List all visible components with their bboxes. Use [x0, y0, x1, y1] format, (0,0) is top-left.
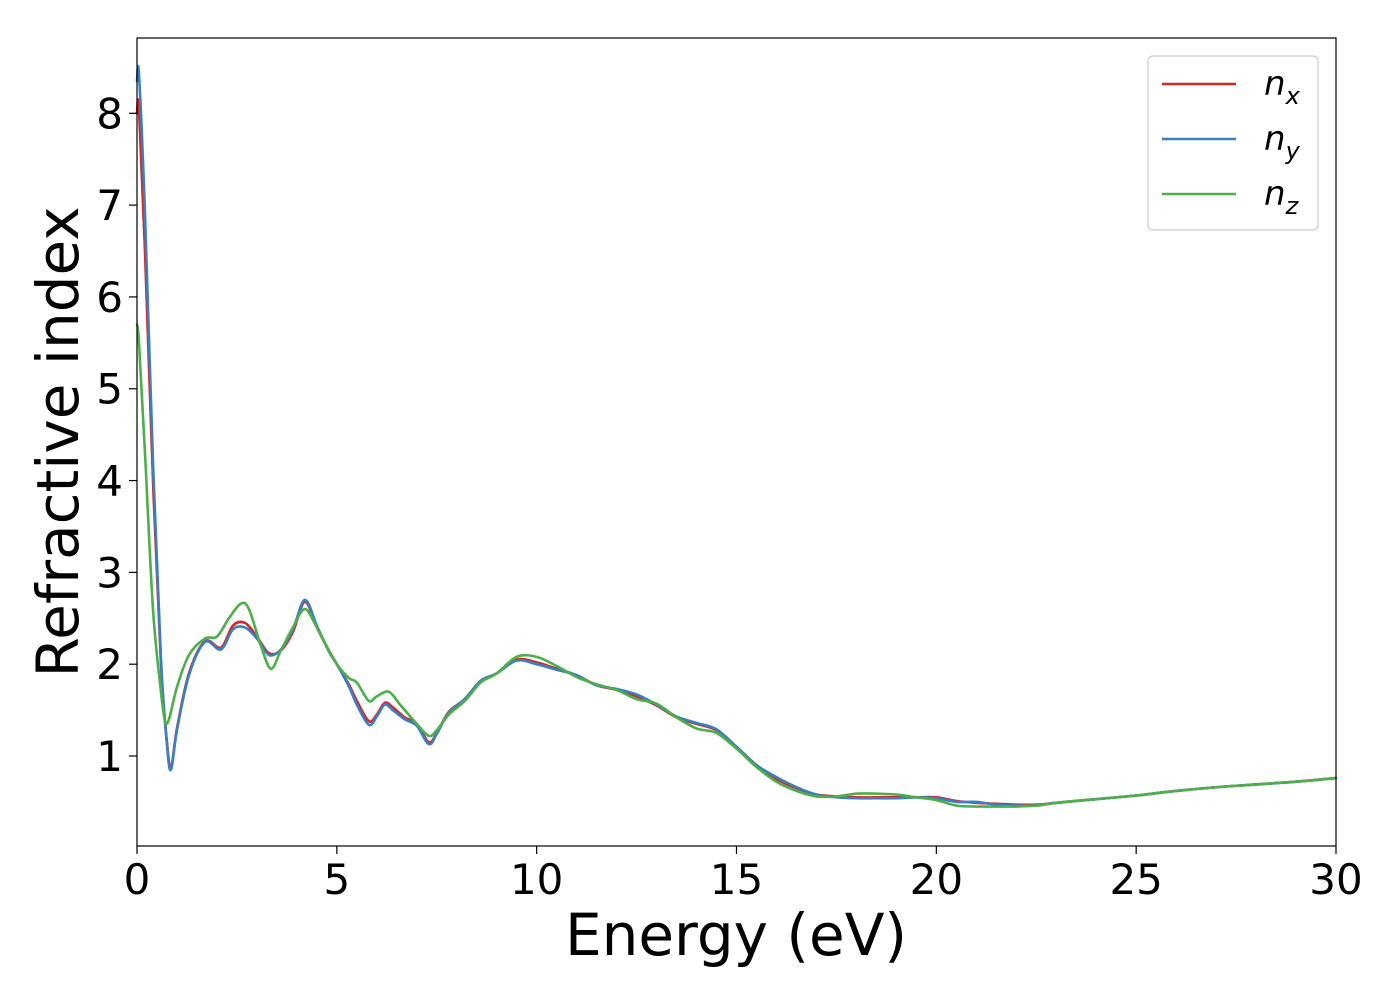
- y-tick-label: 6: [96, 273, 123, 322]
- series-lines: [135, 64, 1338, 808]
- y-tick-label: 5: [96, 365, 123, 414]
- x-axis-title: Energy (eV): [565, 901, 907, 969]
- x-axis-ticks: 0 5 10 15 20 25 30: [124, 846, 1363, 904]
- y-tick-label: 4: [96, 457, 123, 506]
- legend-label-z: nz: [1264, 174, 1300, 220]
- y-axis-ticks: 1 2 3 4 5 6 7 8: [96, 89, 137, 781]
- y-axis-title: Refractive index: [24, 206, 92, 677]
- plot-area: [137, 38, 1336, 846]
- legend-label-x: nx: [1264, 64, 1301, 110]
- x-tick-label: 20: [910, 855, 963, 904]
- y-tick-label: 1: [96, 732, 123, 781]
- series-line-z: [135, 323, 1338, 808]
- y-tick-label: 7: [96, 181, 123, 230]
- y-tick-label: 3: [96, 548, 123, 597]
- legend-label-y: ny: [1264, 119, 1301, 165]
- y-tick-label: 8: [96, 89, 123, 138]
- x-tick-label: 10: [510, 855, 563, 904]
- x-tick-label: 15: [710, 855, 763, 904]
- x-tick-label: 25: [1109, 855, 1162, 904]
- legend: nx ny nz: [1147, 55, 1319, 231]
- x-tick-label: 30: [1309, 855, 1362, 904]
- y-tick-label: 2: [96, 640, 123, 689]
- x-tick-label: 0: [124, 855, 151, 904]
- legend-box: [1147, 55, 1319, 231]
- x-tick-label: 5: [323, 855, 350, 904]
